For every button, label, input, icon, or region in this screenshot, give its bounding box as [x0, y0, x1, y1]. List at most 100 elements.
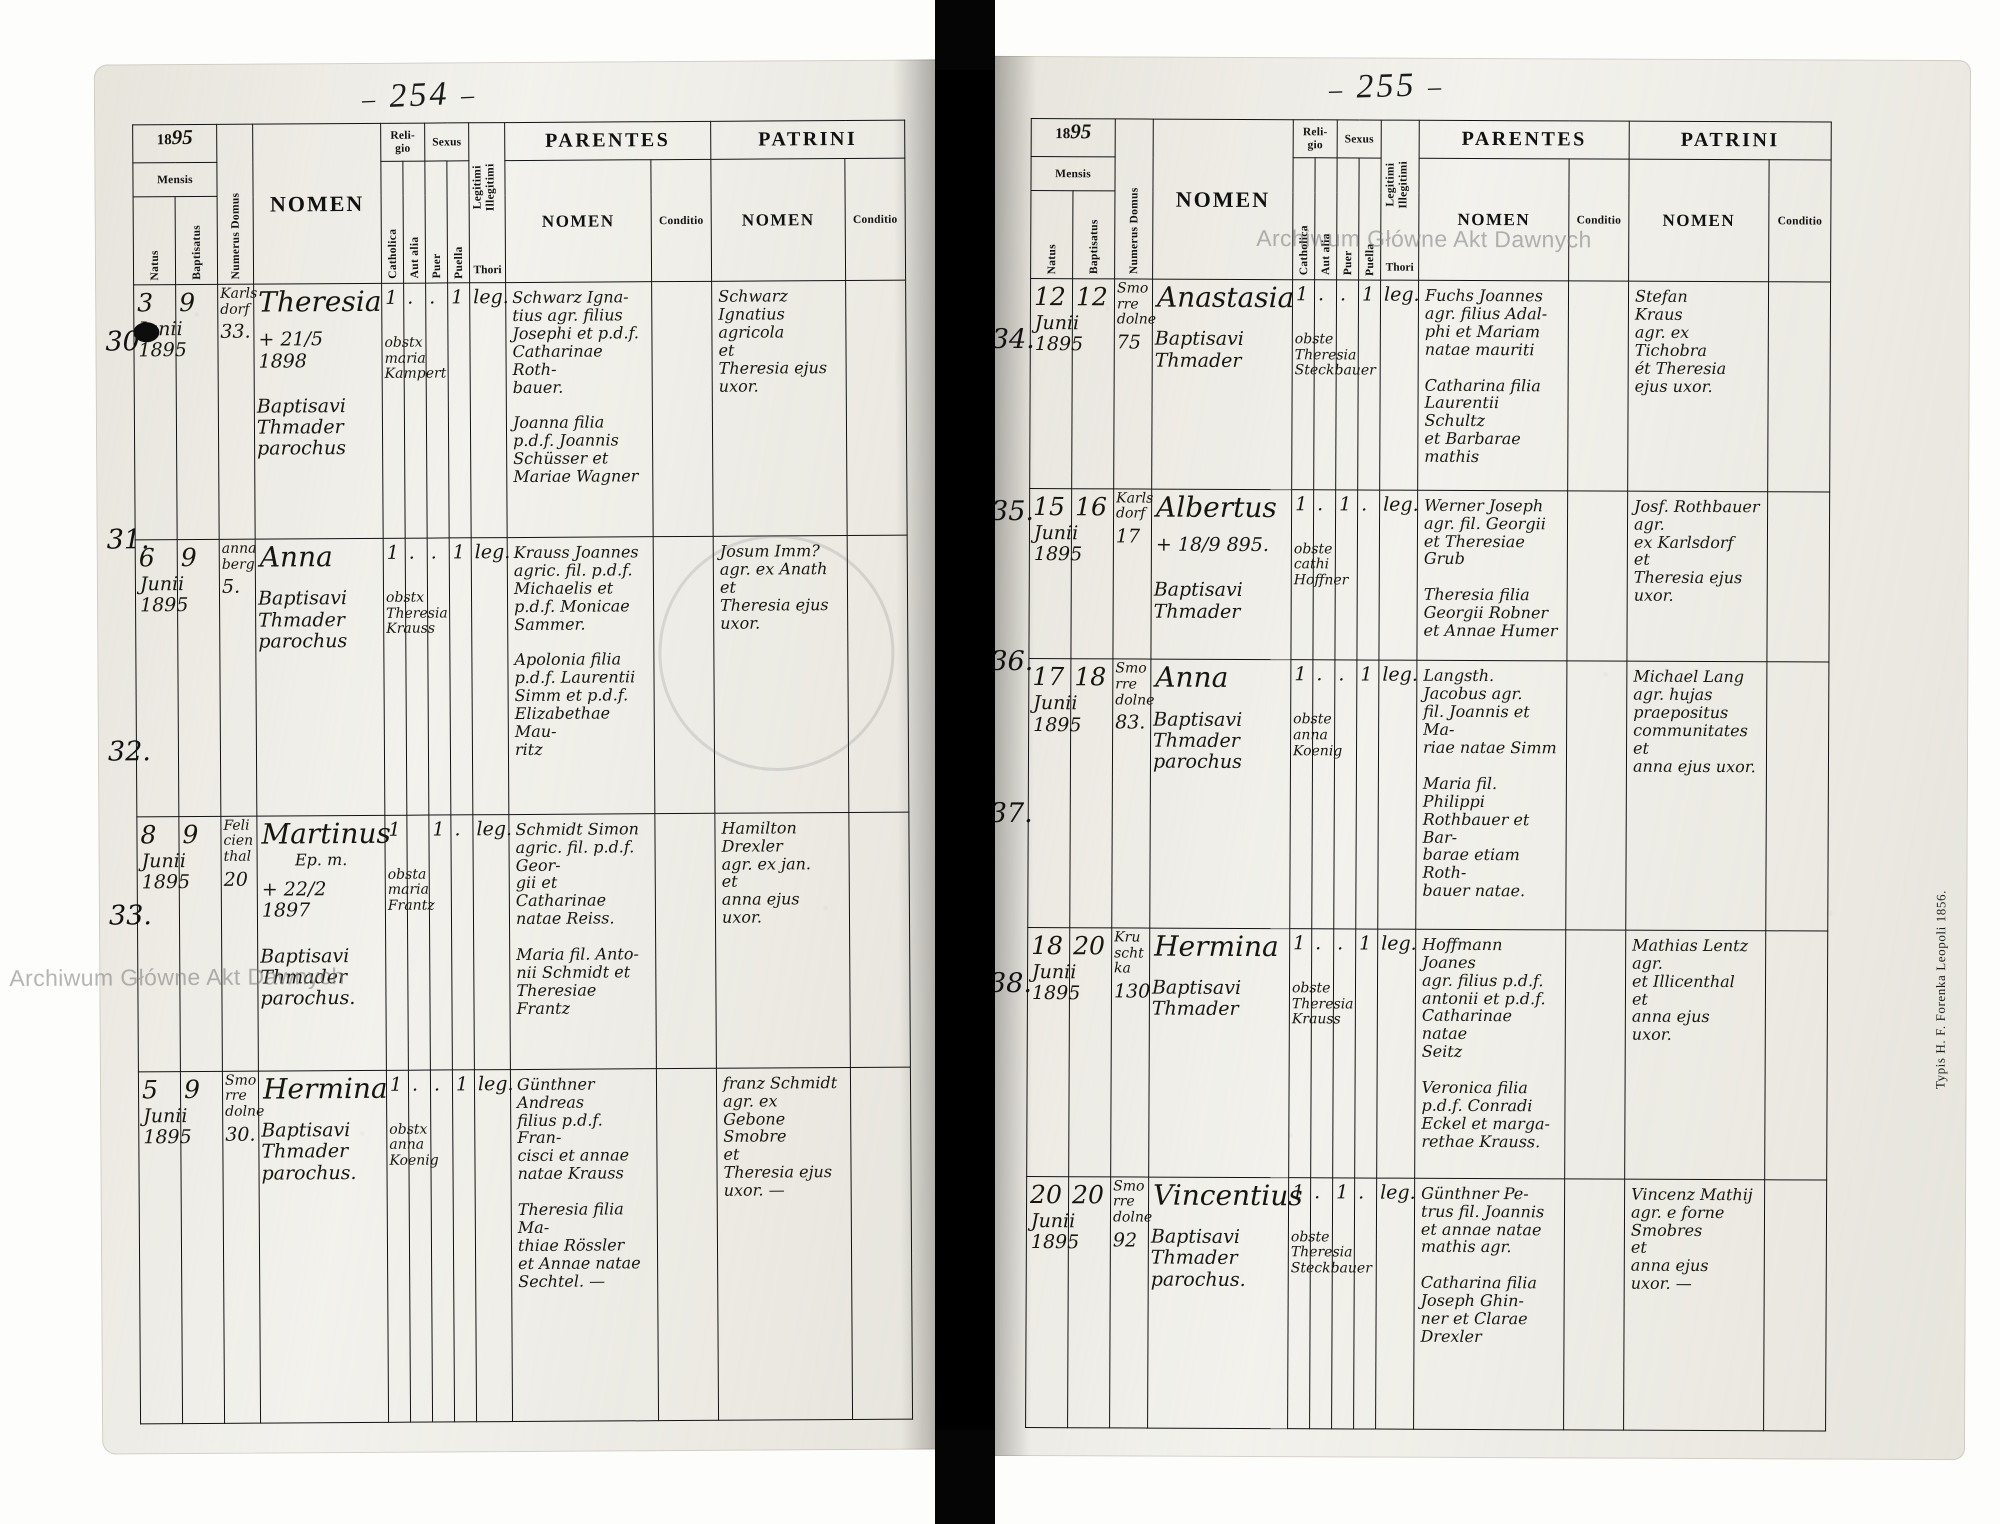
cell-patrini-nomen: Hamilton Drexler agr. ex jan. et anna ej…: [714, 812, 851, 1069]
domus-number: 5.: [221, 576, 241, 599]
cell-parentes-nomen: Langsth. Jacobus agr. fil. Joannis et Ma…: [1415, 660, 1567, 930]
header-puella-left: Puella: [446, 160, 470, 283]
cell-parentes-nomen: Krauss Joannes agric. fil. p.d.f. Michae…: [507, 536, 655, 815]
cell-patrini-conditio: [845, 280, 908, 536]
cell-numerus-domus: Smo rre dolne 83.: [1111, 659, 1155, 928]
ink-blot: [133, 322, 160, 343]
cell-patrini-conditio: [848, 811, 911, 1068]
entry-seq-34: 34.: [991, 323, 1035, 356]
cell-patrini-conditio: [1766, 491, 1830, 663]
cell-numerus-domus: Feli cien thal 20: [220, 815, 259, 1072]
table-row: 12 Junii 1895 12 Smo rre dolne 75 Anastasia Ba…: [1029, 278, 1831, 492]
cell-aut-alia: .: [1310, 928, 1334, 1178]
cell-puer: 1: [428, 814, 453, 1070]
cell-parentes-nomen: Fuchs Joannes agr. filius Adal- phi et M…: [1417, 280, 1569, 491]
cell-patrini-nomen: Stefan Kraus agr. ex Tichobra ét Theresi…: [1627, 281, 1769, 492]
header-patrini-right: PATRINI: [1629, 121, 1832, 161]
cell-child-nomen: Vincentius Baptisavi Thmader parochus.: [1147, 1176, 1303, 1429]
cell-numerus-domus: Smo rre dolne 92: [1109, 1176, 1152, 1429]
cell-natus: 5 Junii 1895: [138, 1071, 192, 1424]
header-sexus-right: Sexus: [1337, 119, 1382, 159]
cell-baptisatus: 12: [1071, 278, 1115, 489]
cell-patrini-conditio: [847, 535, 909, 813]
table-row: 3 Junii 1895 9 Karls dorf 33. Theresia + 21/5 …: [133, 280, 908, 540]
cell-catholica: 1 obstx anna Koenig: [386, 1069, 439, 1423]
header-numerus-domus-left: Numerus Domus: [216, 124, 254, 285]
cell-puer: .: [1335, 279, 1359, 490]
entry-seq-31: 31.: [106, 524, 150, 556]
baptizavi-note: Baptisavi Thmader: [1153, 578, 1243, 623]
book-gutter: [935, 0, 995, 1524]
table-row: 15 Junii 1895 16 Karls dorf 17 Albertus + 18/9…: [1028, 488, 1830, 663]
header-illegitimi-left: Illegitimi: [484, 163, 497, 212]
cell-thori: leg.: [1375, 1177, 1416, 1430]
table-row: 6 Junii 1895 9 anna berg 5. Anna Baptisavi Thm…: [135, 535, 909, 817]
death-note: + 18/9 895.: [1155, 533, 1269, 557]
cell-parentes-nomen: Günthner Pe- trus fil. Joannis et annae …: [1413, 1177, 1565, 1430]
cell-parentes-nomen: Schwarz Igna- tius agr. filius Josephi e…: [505, 281, 654, 538]
header-thori-label-right: Thori: [1385, 261, 1414, 274]
cell-aut-alia: .: [1313, 279, 1337, 490]
header-year-right: 1895: [1031, 118, 1116, 157]
header-illegitimi-right: Illegitimi: [1397, 160, 1410, 209]
cell-patrini-nomen: Michael Lang agr. hujas praepositus comm…: [1625, 661, 1767, 931]
cell-patrini-conditio: [1765, 662, 1829, 931]
folio-digits-left: 254: [388, 75, 451, 115]
cell-parentes-conditio: [1564, 929, 1626, 1179]
baptizavi-note: Baptisavi Thmader parochus: [1152, 708, 1243, 774]
child-name: Martinus: [261, 816, 391, 851]
header-baptisatus-right: Baptisatus: [1072, 190, 1115, 279]
entry-seq-37: 37.: [989, 797, 1033, 830]
cell-baptisatus: 16: [1070, 488, 1114, 660]
cell-baptisatus: 20: [1067, 1176, 1111, 1428]
header-catholica-right: Catholica: [1292, 157, 1316, 280]
header-aut-alia-right: Aut alia: [1314, 157, 1338, 280]
table-row: 8 Junii 1895 9 Feli cien thal 20 Martinus Ep. …: [136, 811, 911, 1072]
header-baptisatus-left: Baptisatus: [175, 196, 218, 285]
cell-puer: .: [1333, 660, 1357, 929]
baptizavi-note: Baptisavi Thmader: [1151, 976, 1242, 1021]
table-row: 20 Junii 1895 20 Smo rre dolne 92 Vincentius B…: [1025, 1176, 1827, 1432]
domus-number: 130: [1113, 980, 1151, 1003]
cell-numerus-domus: Karls dorf 33.: [217, 284, 257, 540]
cell-baptisatus: 9: [177, 539, 221, 817]
domus-place: Smo rre dolne: [224, 1072, 265, 1120]
printer-imprint: Typis H. F. Forenka Leopoli 1856.: [1932, 889, 1949, 1090]
cell-catholica: 1 obste anna Koenig: [1289, 660, 1342, 929]
header-thori-left: Legitimi Illegitimi Thori: [468, 122, 506, 283]
cell-parentes-conditio: [654, 813, 717, 1069]
cell-thori: leg.: [1377, 660, 1418, 930]
cell-parentes-conditio: [1563, 1178, 1625, 1431]
cell-puella: 1: [1355, 660, 1379, 929]
cell-patrini-conditio: [850, 1066, 913, 1420]
cell-patrini-nomen: Schwarz Ignatius agricola et Theresia ej…: [711, 280, 848, 537]
table-row: 5 Junii 1895 9 Smo rre dolne 30. Hermina Bapti…: [138, 1066, 913, 1424]
register-page-left: – 254 – 1895 Numerus Domus NOMEN: [9, 59, 948, 1455]
child-name: Albertus: [1156, 490, 1277, 524]
cell-puella: 1: [452, 1069, 477, 1422]
cell-parentes-conditio: [1566, 490, 1628, 662]
cell-parentes-nomen: Werner Joseph agr. fil. Georgii et There…: [1416, 489, 1568, 662]
header-child-nomen-right: NOMEN: [1152, 119, 1294, 280]
cell-patrini-conditio: [1767, 281, 1831, 492]
domus-place: Smo rre dolne: [1115, 660, 1155, 709]
cell-catholica: 1 obste Theresia Steckbauer: [1287, 1177, 1372, 1429]
cell-puer: .: [430, 1069, 455, 1423]
folio-digits-right: 255: [1355, 66, 1417, 106]
header-year-left: 1895: [132, 124, 217, 163]
folio-dash2-left: –: [460, 80, 478, 110]
cell-natus: 20 Junii 1895: [1025, 1176, 1079, 1428]
cell-numerus-domus: Karls dorf 17: [1112, 488, 1153, 660]
folio-number-right: – 255 –: [1328, 66, 1445, 107]
gutter-bottom-marker: [935, 1430, 995, 1524]
cell-child-nomen: Anna Baptisavi Thmader parochus: [255, 538, 385, 816]
entry-seq-33: 33.: [108, 900, 153, 932]
baptizavi-note: Baptisavi Thmader parochus.: [260, 944, 356, 1010]
domus-number: 20: [223, 868, 248, 891]
child-name: Anastasia: [1156, 280, 1295, 315]
cell-child-nomen: Hermina Baptisavi Thmader parochus.: [258, 1070, 389, 1424]
cell-puer: .: [1332, 928, 1356, 1178]
cell-child-nomen: Theresia + 21/5 1898 Baptisavi Thmader par…: [253, 283, 384, 540]
baptizavi-note: Baptisavi Thmader parochus: [257, 587, 348, 653]
header-natus-left: Natus: [133, 196, 176, 285]
